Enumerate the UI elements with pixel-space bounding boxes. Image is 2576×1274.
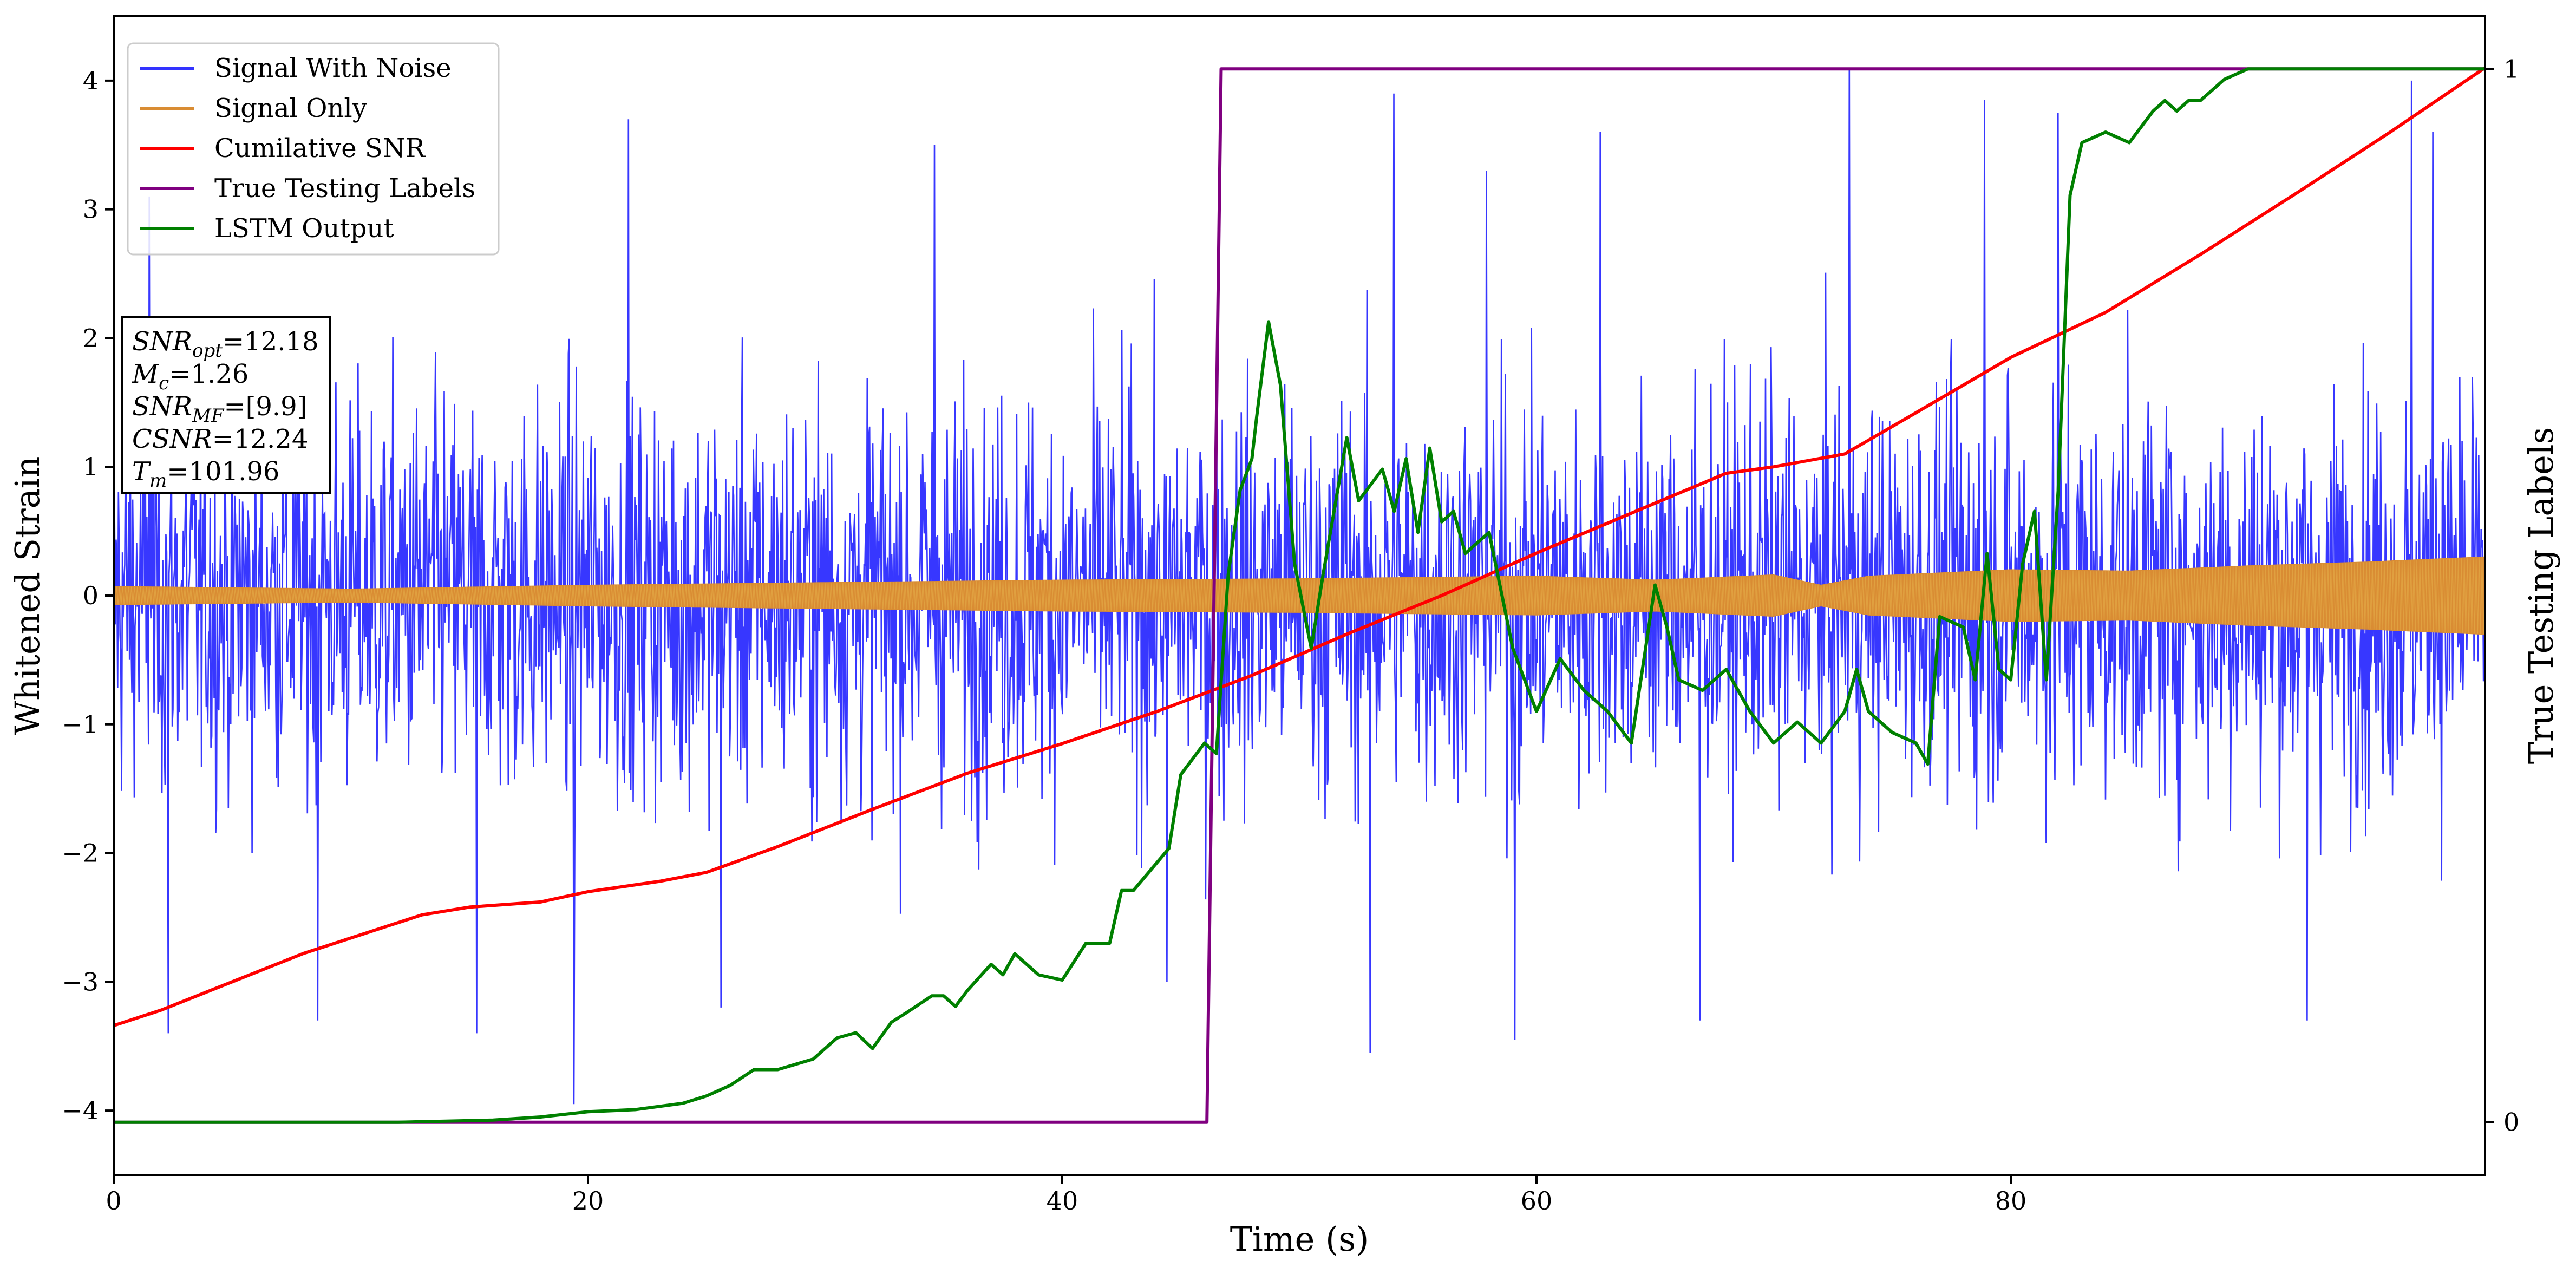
x-tick-label: 80 bbox=[1995, 1186, 2027, 1216]
y-tick-label: 4 bbox=[83, 66, 99, 95]
y-tick-label: 2 bbox=[83, 323, 99, 352]
info-line: Mc=1.26 bbox=[132, 359, 249, 394]
y2-tick-label: 0 bbox=[2503, 1108, 2519, 1137]
y2-tick-label: 1 bbox=[2503, 54, 2519, 83]
legend-frame bbox=[127, 42, 500, 256]
y-tick-label: −4 bbox=[62, 1096, 99, 1125]
x-tick-label: 40 bbox=[1047, 1186, 1078, 1216]
x-tick-label: 20 bbox=[572, 1186, 604, 1216]
y-tick-label: 1 bbox=[83, 452, 99, 481]
y-axis-label: Whitened Strain bbox=[8, 456, 47, 735]
y-tick-label: 3 bbox=[83, 195, 99, 224]
info-box: SNRopt=12.18Mc=1.26SNRMF=[9.9]CSNR=12.24… bbox=[121, 316, 331, 494]
legend-label-noise: Signal With Noise bbox=[214, 53, 452, 83]
y2-axis-label: True Testing Labels bbox=[2521, 427, 2561, 765]
info-line: SNRMF=[9.9] bbox=[132, 391, 307, 427]
legend-label-signal: Signal Only bbox=[214, 93, 367, 123]
y-tick-label: −3 bbox=[62, 967, 99, 996]
legend-label-labels: True Testing Labels bbox=[214, 173, 475, 204]
x-tick-label: 60 bbox=[1521, 1186, 1553, 1216]
y-tick-label: −1 bbox=[62, 710, 99, 739]
y-tick-label: 0 bbox=[83, 581, 99, 610]
series-lstm-output bbox=[114, 67, 2485, 1124]
x-axis-label: Time (s) bbox=[1230, 1219, 1369, 1259]
info-line: SNRopt=12.18 bbox=[132, 326, 319, 362]
legend-label-lstm: LSTM Output bbox=[214, 213, 394, 244]
series-signal-only-oscillation bbox=[114, 557, 2485, 635]
legend: Signal With Noise Signal Only Cumilative S… bbox=[127, 42, 500, 256]
legend-label-snr: Cumilative SNR bbox=[214, 133, 426, 164]
x-tick-label: 0 bbox=[106, 1186, 121, 1216]
info-box-frame bbox=[121, 316, 331, 494]
series-true-testing-labels bbox=[114, 67, 2485, 1124]
y-tick-label: −2 bbox=[62, 839, 99, 868]
info-line: CSNR=12.24 bbox=[132, 424, 308, 454]
series-cumulative-snr bbox=[114, 66, 2485, 1028]
info-line: Tm=101.96 bbox=[132, 456, 279, 492]
